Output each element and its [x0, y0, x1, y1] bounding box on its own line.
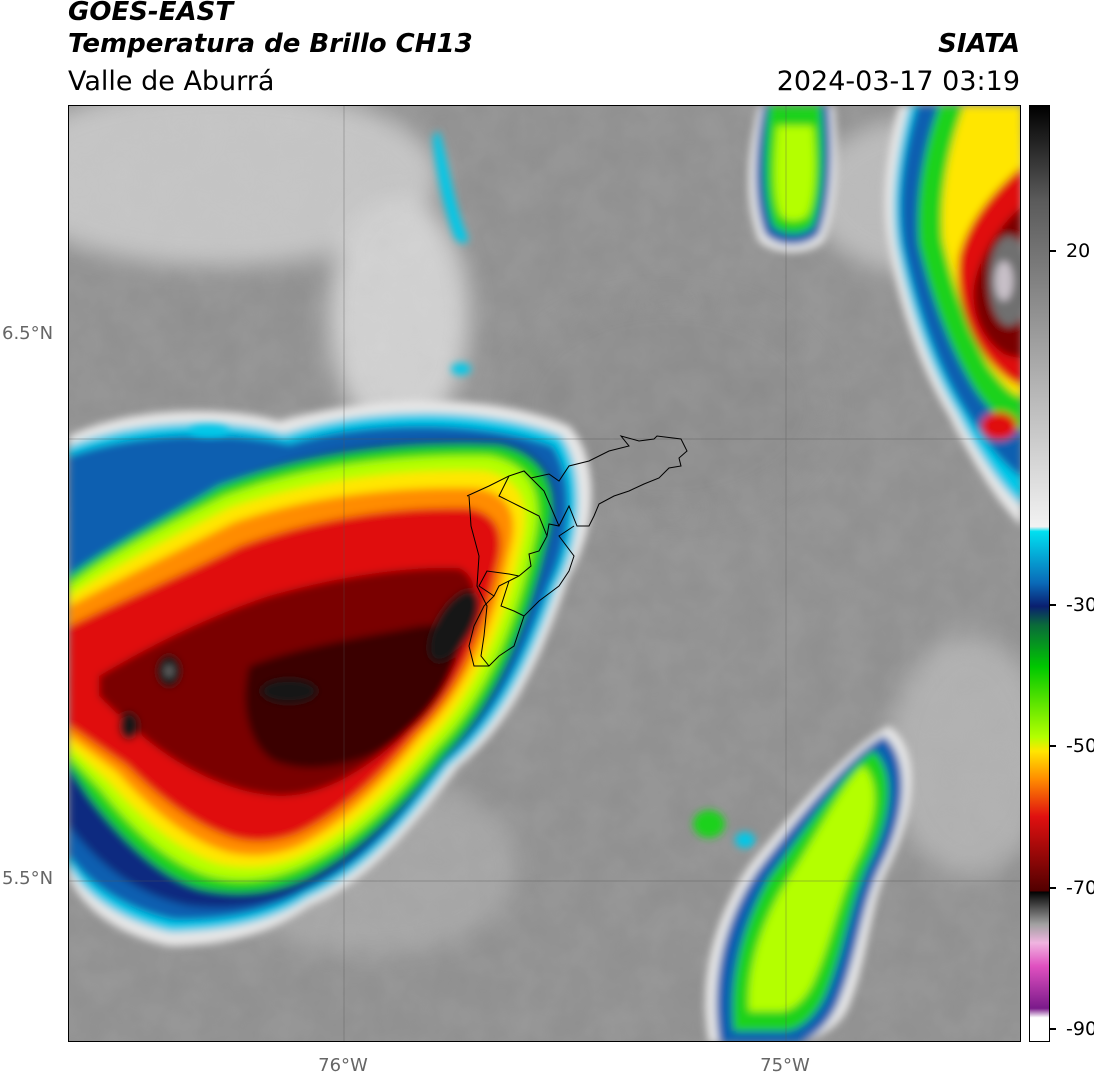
storm-northeast [884, 106, 1020, 525]
lon-label-76w: 76°W [318, 1055, 368, 1076]
municipality-boundaries [466, 435, 688, 667]
graticule [69, 106, 1020, 1041]
lon-label-75w: 75°W [760, 1055, 810, 1076]
datetime-label: 2024-03-17 03:19 [776, 66, 1020, 97]
colorbar-label-minus50: -50 [1066, 735, 1094, 757]
colorbar-label-20: 20 [1066, 240, 1091, 262]
colorbar-label-minus70: -70 [1066, 877, 1094, 899]
source-label: SIATA [938, 29, 1020, 59]
colorbar-tick [1050, 745, 1056, 747]
region-title: Valle de Aburrá [68, 66, 275, 97]
lat-label-5.5: 5.5°N [2, 868, 54, 889]
colorbar-label-minus90: -90 [1066, 1018, 1094, 1040]
lat-label-6.5: 6.5°N [2, 323, 54, 344]
variable-title: Temperatura de Brillo CH13 [68, 29, 473, 59]
colorbar-label-minus30: -30 [1066, 594, 1094, 616]
storm-southwest [69, 401, 592, 946]
colorbar-tick [1050, 887, 1056, 889]
colorbar-tick [1050, 1028, 1056, 1030]
product-title: GOES-EAST [68, 0, 234, 27]
storm-north [748, 106, 837, 253]
colorbar-tick [1050, 250, 1056, 252]
storm-southeast [693, 726, 912, 1041]
satellite-map[interactable] [68, 105, 1021, 1042]
cloud-fragments [189, 131, 471, 437]
map-canvas [69, 106, 1020, 1041]
colorbar-tick [1050, 604, 1056, 606]
colorbar [1029, 105, 1050, 1042]
